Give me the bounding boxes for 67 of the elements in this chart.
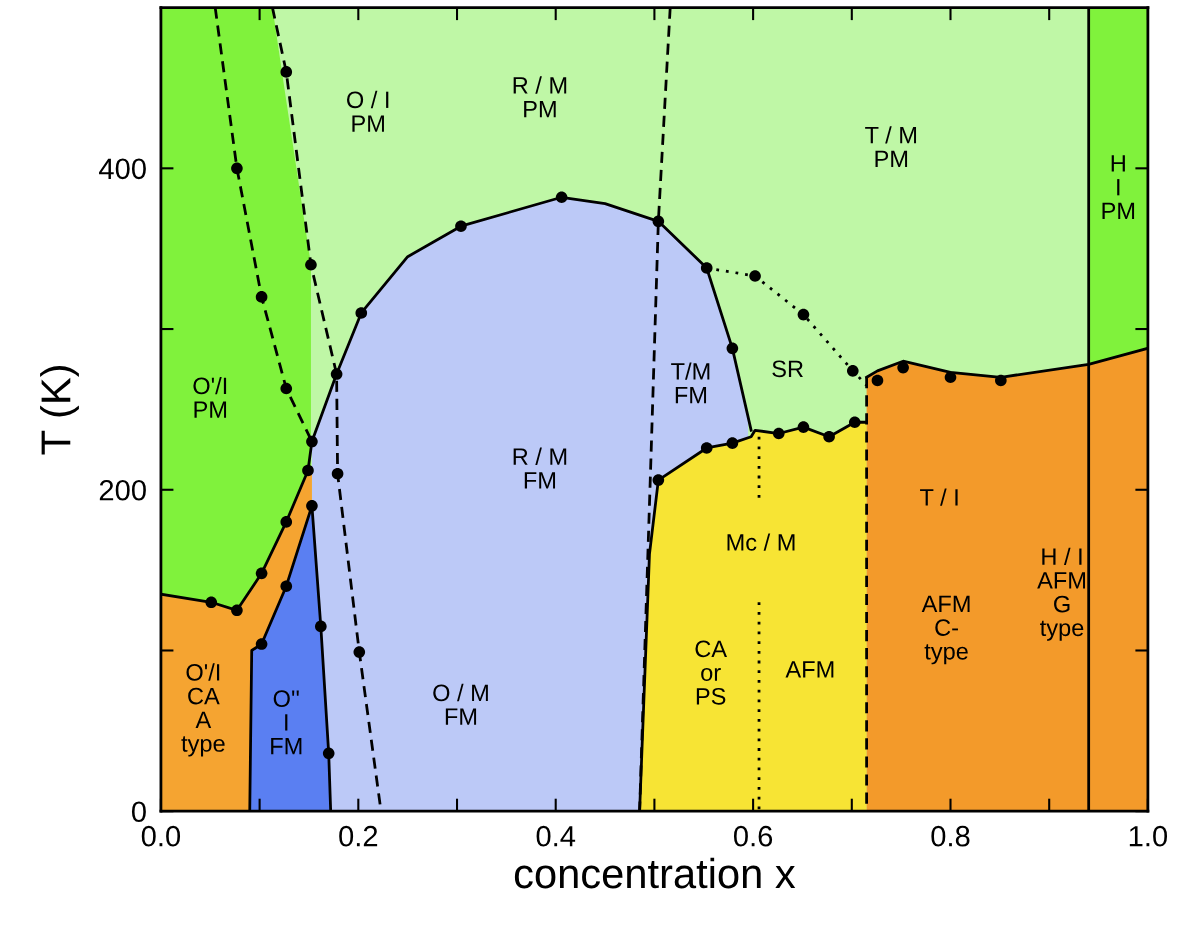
point [700,262,713,274]
point [315,620,327,633]
point [205,596,218,609]
point [353,646,366,658]
point [255,638,268,650]
x-tick-label: 0.0 [141,825,181,847]
annotation: R / M PM [513,76,567,118]
point [944,371,957,384]
annotation: AFM [785,661,834,678]
y-axis-title: T (K) [40,366,79,455]
point [280,66,293,78]
annotation: SR [772,360,803,378]
point [306,500,318,512]
point [726,437,739,449]
point [871,374,884,387]
point [995,374,1007,387]
point [322,747,335,760]
annotation: H I PM [1102,155,1135,220]
x-tick-label: 0.4 [536,825,576,847]
annotation: CA or PS [695,640,728,705]
point [231,604,243,617]
point [823,430,835,443]
point [355,307,368,319]
point [846,365,859,377]
point [231,162,243,175]
y-tick-label: 0 [131,801,146,823]
x-tick-label: 0.6 [733,825,773,847]
point [255,291,268,303]
annotation: O'/I CA A type [181,663,225,757]
point [302,464,314,477]
point [280,580,293,593]
point [897,361,909,374]
point [455,220,467,232]
annotation: O / I PM [347,90,389,132]
y-tick-label: 400 [99,158,146,180]
point [330,368,343,380]
point [797,308,810,321]
annotation: O'' I FM [271,690,302,755]
x-axis-title: concentration x [514,857,796,889]
annotation: R / M FM [513,447,567,489]
annotation: T/M FM [671,362,710,404]
point [305,258,317,271]
annotation: T / M PM [865,126,917,168]
point [555,191,568,204]
point [726,342,739,355]
point [280,516,293,528]
point [700,442,713,454]
annotation: H / I AFM G type [1037,547,1086,641]
point [772,427,785,440]
annotation: AFM C- type [921,595,970,665]
x-tick-label: 0.2 [339,825,378,847]
point [797,421,810,433]
point [306,435,318,448]
annotation: T / I [920,488,958,506]
point [255,567,268,580]
annotation: O / M FM [433,683,488,725]
x-tick-label: 0.8 [931,825,970,847]
point [652,215,665,228]
point [331,467,344,480]
point [749,270,761,282]
annotation: O'/I PM [193,376,227,418]
point [652,474,665,486]
annotation: Mc / M [727,533,795,551]
y-tick-label: 200 [99,479,146,501]
x-tick-label: 1.0 [1129,825,1168,847]
point [280,382,293,395]
point [848,416,861,429]
